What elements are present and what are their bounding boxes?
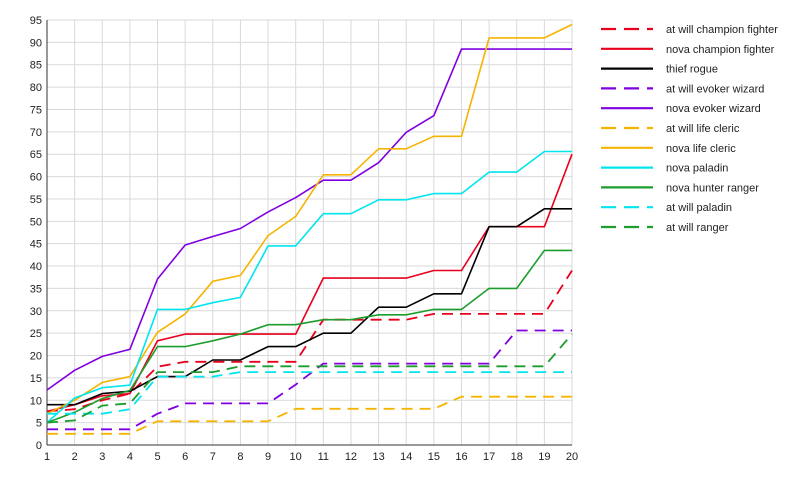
y-tick-label: 45 xyxy=(30,239,42,251)
x-tick-label: 17 xyxy=(483,451,495,463)
y-tick-label: 55 xyxy=(30,194,42,206)
y-tick-label: 75 xyxy=(30,104,42,116)
y-tick-label: 40 xyxy=(30,261,42,273)
x-tick-label: 20 xyxy=(566,451,578,463)
series-line-7 xyxy=(46,150,572,424)
y-tick-label: 90 xyxy=(30,37,42,49)
x-tick-label: 4 xyxy=(127,451,133,463)
y-tick-label: 65 xyxy=(30,149,42,161)
series-line-1 xyxy=(46,153,573,413)
legend-entry-label: at will champion fighter xyxy=(666,24,778,36)
legend-entry-label: at will evoker wizard xyxy=(666,83,764,95)
y-tick-label: 35 xyxy=(30,283,42,295)
legend-entry-label: at will ranger xyxy=(666,222,729,234)
legend-entry-label: nova paladin xyxy=(666,163,728,175)
y-tick-label: 15 xyxy=(30,373,42,385)
series-line-0 xyxy=(46,270,573,413)
y-axis-tick-labels: 0 5 10 15 20 25 30 35 40 45 50 55 60 65 70 75 80 85 90 95 xyxy=(30,15,42,452)
x-tick-label: 13 xyxy=(372,451,384,463)
y-tick-label: 70 xyxy=(30,127,42,139)
legend-entry-label: at will paladin xyxy=(666,202,732,214)
x-tick-label: 18 xyxy=(511,451,523,463)
series-line-10 xyxy=(46,333,573,424)
axes xyxy=(46,20,572,446)
y-tick-label: 95 xyxy=(30,15,42,27)
series-line-2 xyxy=(47,208,572,406)
x-tick-label: 8 xyxy=(237,451,243,463)
y-tick-label: 80 xyxy=(30,82,42,94)
x-tick-label: 14 xyxy=(400,451,412,463)
y-tick-label: 50 xyxy=(30,216,42,228)
legend-entry-label: nova hunter ranger xyxy=(666,182,759,194)
x-tick-label: 15 xyxy=(428,451,440,463)
y-tick-label: 25 xyxy=(30,328,42,340)
x-tick-label: 2 xyxy=(72,451,78,463)
x-tick-label: 7 xyxy=(210,451,216,463)
series-lines xyxy=(46,23,573,435)
x-tick-label: 10 xyxy=(290,451,302,463)
series-line-9 xyxy=(47,371,572,415)
x-tick-label: 3 xyxy=(99,451,105,463)
y-tick-label: 10 xyxy=(30,395,42,407)
legend-entry-label: nova evoker wizard xyxy=(666,103,761,115)
y-tick-label: 20 xyxy=(30,351,42,363)
y-tick-label: 5 xyxy=(36,418,42,430)
x-axis-tick-labels: 1 2 3 4 5 6 7 8 9 10 11 12 13 14 15 16 17 18 19 20 xyxy=(44,451,578,463)
legend-entry-label: nova champion fighter xyxy=(666,44,775,56)
x-tick-label: 1 xyxy=(44,451,50,463)
series-line-5 xyxy=(47,395,572,435)
legend-entry-label: thief rogue xyxy=(666,64,718,76)
x-tick-label: 5 xyxy=(154,451,160,463)
y-tick-label: 30 xyxy=(30,306,42,318)
gridlines xyxy=(47,19,573,445)
y-tick-label: 0 xyxy=(36,440,42,452)
y-tick-label: 85 xyxy=(30,60,42,72)
series-line-3 xyxy=(47,329,572,431)
y-tick-label: 60 xyxy=(30,172,42,184)
x-tick-label: 11 xyxy=(318,451,329,463)
x-tick-label: 12 xyxy=(345,451,357,463)
legend: at will champion fighter nova champion fi… xyxy=(601,24,778,234)
x-tick-label: 19 xyxy=(538,451,550,463)
series-line-6 xyxy=(46,23,573,415)
x-tick-label: 6 xyxy=(182,451,188,463)
legend-entry-label: nova life cleric xyxy=(666,143,736,155)
legend-entry-label: at will life cleric xyxy=(666,123,740,135)
series-line-8 xyxy=(46,249,572,424)
series-line-4 xyxy=(46,48,572,391)
x-tick-label: 16 xyxy=(455,451,467,463)
x-tick-label: 9 xyxy=(265,451,271,463)
